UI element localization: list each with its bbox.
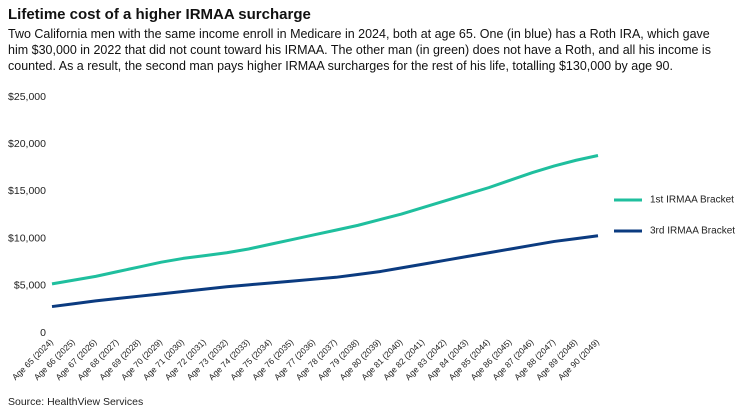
y-tick-label: 0 (40, 327, 46, 339)
series-line (51, 234, 599, 309)
legend-label: 3rd IRMAA Bracket (650, 226, 735, 237)
series-line (51, 154, 599, 286)
y-tick-label: $5,000 (14, 280, 46, 292)
y-tick-label: $15,000 (8, 185, 46, 197)
chart-title: Lifetime cost of a higher IRMAA surcharg… (8, 6, 311, 23)
y-tick-label: $25,000 (8, 91, 46, 103)
chart-subtitle: Two California men with the same income … (8, 27, 711, 73)
source: Source: HealthView Services (8, 396, 144, 408)
legend-label: 1st IRMAA Bracket (650, 195, 734, 206)
y-tick-label: $20,000 (8, 138, 46, 150)
y-tick-label: $10,000 (8, 232, 46, 244)
